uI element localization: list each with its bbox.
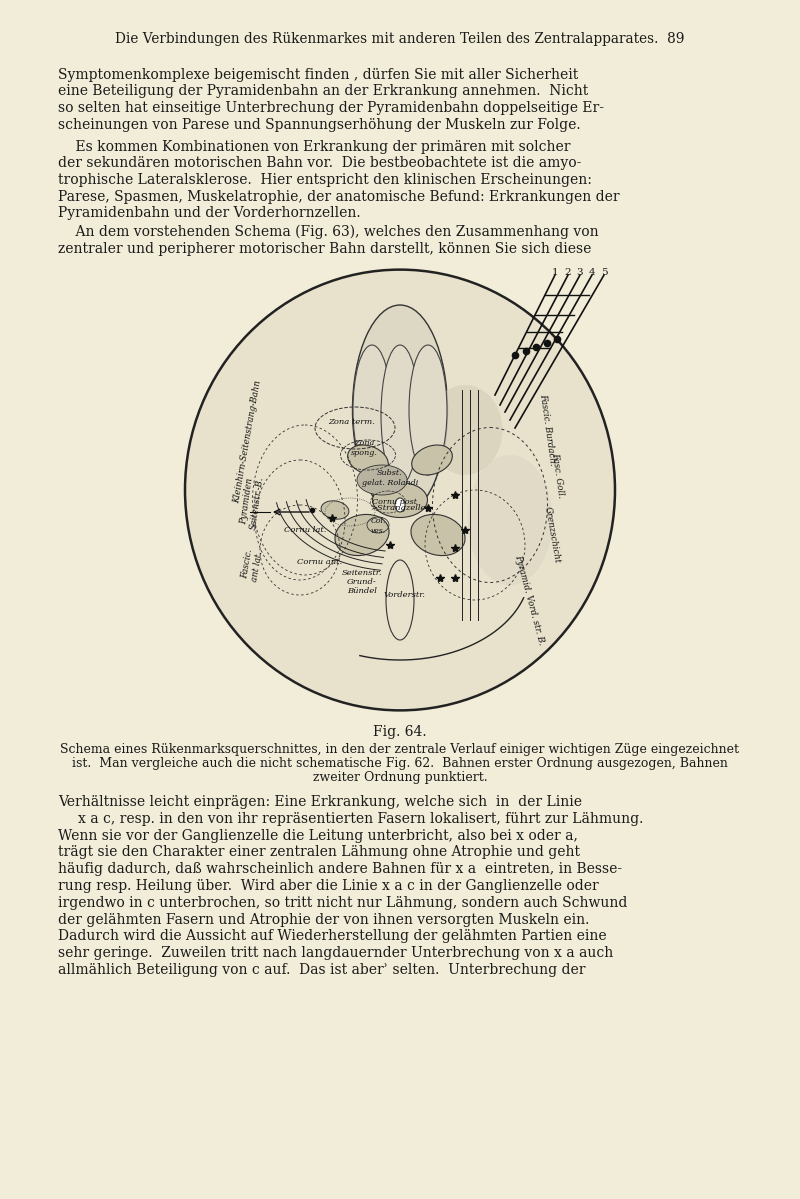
Ellipse shape [411, 514, 465, 555]
Text: zentraler und peripherer motorischer Bahn darstellt, können Sie sich diese: zentraler und peripherer motorischer Bah… [58, 241, 591, 255]
Text: >Strangzellen: >Strangzellen [370, 504, 431, 512]
Ellipse shape [335, 514, 389, 555]
Text: Fascic.
ant lat.: Fascic. ant lat. [240, 548, 264, 582]
Ellipse shape [373, 482, 427, 518]
Text: Grenzschicht: Grenzschicht [542, 506, 562, 564]
Text: Fig. 64.: Fig. 64. [373, 725, 427, 739]
Text: der sekundären motorischen Bahn vor.  Die bestbeobachtete ist die amyo-: der sekundären motorischen Bahn vor. Die… [58, 157, 582, 170]
Ellipse shape [467, 454, 553, 585]
Ellipse shape [185, 270, 615, 710]
Ellipse shape [381, 345, 419, 486]
Text: Es kommen Kombinationen von Erkrankung der primären mit solcher: Es kommen Kombinationen von Erkrankung d… [58, 140, 570, 153]
Ellipse shape [395, 498, 405, 512]
Text: Fascic. Burdach.: Fascic. Burdach. [538, 393, 558, 466]
Text: 4: 4 [589, 269, 595, 277]
Text: irgendwo in c unterbrochen, so tritt nicht nur Lähmung, sondern auch Schwund: irgendwo in c unterbrochen, so tritt nic… [58, 896, 627, 910]
Text: so selten hat einseitige Unterbrechung der Pyramidenbahn doppelseitige Er-: so selten hat einseitige Unterbrechung d… [58, 101, 604, 115]
Text: Schema eines Rükenmarksquerschnittes, in den der zentrale Verlauf einiger wichti: Schema eines Rükenmarksquerschnittes, in… [61, 743, 739, 757]
Text: x a c, resp. in den von ihr repräsentierten Fasern lokalisert, führt zur Lähmung: x a c, resp. in den von ihr repräsentier… [78, 812, 643, 826]
Text: Cornu lat.: Cornu lat. [284, 526, 326, 534]
Ellipse shape [348, 445, 388, 475]
Text: allmählich Beteiligung von c auf.  Das ist aberʾ selten.  Unterbrechung der: allmählich Beteiligung von c auf. Das is… [58, 963, 586, 977]
Text: Cornu ant.: Cornu ant. [298, 558, 342, 566]
Ellipse shape [386, 560, 414, 640]
Text: Vorderstr.: Vorderstr. [384, 591, 426, 600]
Text: Symptomenkomplexe beigemischt finden , dürfen Sie mit aller Sicherheit: Symptomenkomplexe beigemischt finden , d… [58, 68, 578, 82]
Text: Fasc. Goll.: Fasc. Goll. [550, 452, 566, 499]
Ellipse shape [427, 385, 502, 475]
Text: Cornu post: Cornu post [373, 498, 418, 506]
Ellipse shape [412, 445, 452, 475]
Text: sehr geringe.  Zuweilen tritt nach langdauernder Unterbrechung von x a auch: sehr geringe. Zuweilen tritt nach langda… [58, 946, 614, 960]
Text: Col.
ves.: Col. ves. [370, 518, 386, 535]
Text: 2: 2 [565, 269, 571, 277]
Text: rung resp. Heilung über.  Wird aber die Linie x a c in der Ganglienzelle oder: rung resp. Heilung über. Wird aber die L… [58, 879, 598, 893]
Text: Dadurch wird die Aussicht auf Wiederherstellung der gelähmten Partien eine: Dadurch wird die Aussicht auf Wiederhers… [58, 929, 606, 944]
Text: ist.  Man vergleiche auch die nicht schematische Fig. 62.  Bahnen erster Ordnung: ist. Man vergleiche auch die nicht schem… [72, 757, 728, 770]
Text: An dem vorstehenden Schema (Fig. 63), welches den Zusammenhang von: An dem vorstehenden Schema (Fig. 63), we… [58, 225, 598, 240]
Text: trägt sie den Charakter einer zentralen Lähmung ohne Atrophie und geht: trägt sie den Charakter einer zentralen … [58, 845, 580, 860]
Text: zweiter Ordnung punktiert.: zweiter Ordnung punktiert. [313, 771, 487, 784]
Text: Kleinhirn-Seitenstrang-Bahn: Kleinhirn-Seitenstrang-Bahn [233, 380, 263, 505]
Text: Die Verbindungen des Rükenmarkes mit anderen Teilen des Zentralapparates.  89: Die Verbindungen des Rükenmarkes mit and… [115, 32, 685, 46]
Text: Subst.
gelat. Rolandi: Subst. gelat. Rolandi [362, 469, 418, 487]
Text: Wenn sie vor der Ganglienzelle die Leitung unterbricht, also bei x oder a,: Wenn sie vor der Ganglienzelle die Leitu… [58, 829, 578, 843]
Text: Pyramidenbahn und der Vorderhornzellen.: Pyramidenbahn und der Vorderhornzellen. [58, 206, 361, 219]
Text: eine Beteiligung der Pyramidenbahn an der Erkrankung annehmen.  Nicht: eine Beteiligung der Pyramidenbahn an de… [58, 84, 588, 98]
Ellipse shape [321, 501, 349, 519]
Text: Zona
spong.: Zona spong. [350, 439, 378, 457]
Ellipse shape [353, 345, 391, 475]
Text: Seitenstr.
Grund-
Bündel: Seitenstr. Grund- Bündel [342, 568, 382, 595]
Text: 5: 5 [601, 269, 607, 277]
Text: 1: 1 [552, 269, 558, 277]
Ellipse shape [409, 345, 447, 475]
Text: 3: 3 [577, 269, 583, 277]
Text: Pyramid. Vord. str. B.: Pyramid. Vord. str. B. [514, 554, 546, 646]
Text: scheinungen von Parese und Spannungserhöhung der Muskeln zur Folge.: scheinungen von Parese und Spannungserhö… [58, 118, 581, 132]
Text: trophische Lateralsklerose.  Hier entspricht den klinischen Erscheinungen:: trophische Lateralsklerose. Hier entspri… [58, 173, 592, 187]
Text: Zona term.: Zona term. [329, 418, 375, 426]
Ellipse shape [357, 465, 407, 495]
Text: Parese, Spasmen, Muskelatrophie, der anatomische Befund: Erkrankungen der: Parese, Spasmen, Muskelatrophie, der ana… [58, 189, 620, 204]
Text: Verhältnisse leicht einprägen: Eine Erkrankung, welche sich  in  der Linie: Verhältnisse leicht einprägen: Eine Erkr… [58, 795, 582, 809]
Text: Pyramiden
Seitenstr.-B.: Pyramiden Seitenstr.-B. [238, 474, 266, 530]
Text: der gelähmten Fasern und Atrophie der von ihnen versorgten Muskeln ein.: der gelähmten Fasern und Atrophie der vo… [58, 912, 590, 927]
Text: häufig dadurch, daß wahrscheinlich andere Bahnen für x a  eintreten, in Besse-: häufig dadurch, daß wahrscheinlich ander… [58, 862, 622, 876]
Ellipse shape [353, 305, 447, 516]
